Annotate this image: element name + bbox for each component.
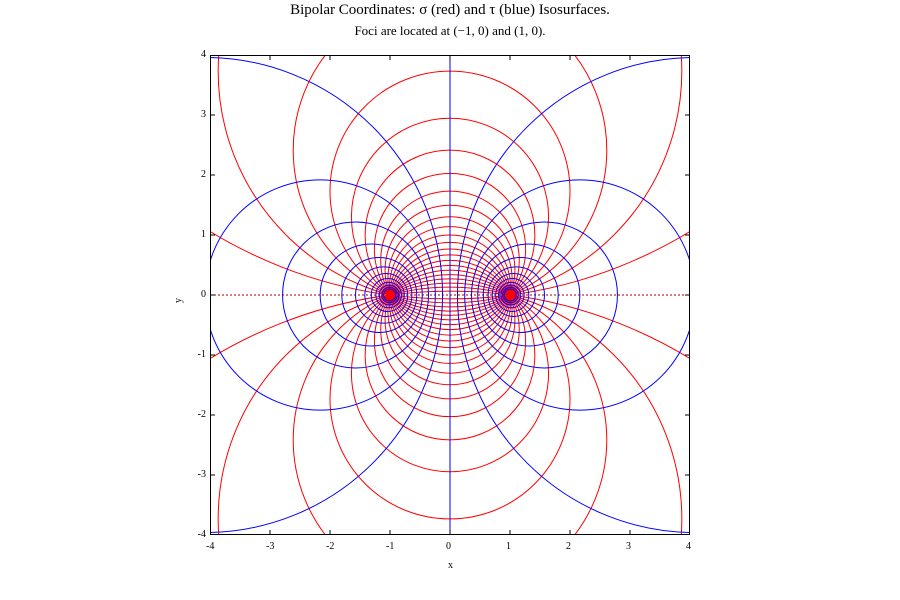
title-block: Bipolar Coordinates: σ (red) and τ (blue… [0, 2, 900, 39]
y-tick-label: 3 [192, 109, 206, 120]
x-tick-label: -3 [266, 541, 274, 552]
y-tick-label: -2 [192, 409, 206, 420]
chart-subtitle: Foci are located at (−1, 0) and (1, 0). [0, 23, 900, 39]
y-axis-label: y [173, 298, 184, 303]
chart-title: Bipolar Coordinates: σ (red) and τ (blue… [0, 2, 900, 19]
x-tick-label: -2 [326, 541, 334, 552]
x-tick-label: 4 [686, 541, 691, 552]
x-axis-label: x [448, 560, 453, 571]
y-tick-label: -3 [192, 469, 206, 480]
x-tick-label: 2 [566, 541, 571, 552]
plot-svg [210, 55, 690, 535]
x-tick-label: 0 [446, 541, 451, 552]
x-tick-label: 3 [626, 541, 631, 552]
x-tick-label: 1 [506, 541, 511, 552]
x-tick-label: -4 [206, 541, 214, 552]
y-tick-label: -4 [192, 529, 206, 540]
y-tick-label: 1 [192, 229, 206, 240]
x-tick-label: -1 [386, 541, 394, 552]
y-tick-label: 0 [192, 289, 206, 300]
figure-container: Bipolar Coordinates: σ (red) and τ (blue… [0, 0, 900, 600]
y-tick-label: -1 [192, 349, 206, 360]
y-tick-label: 4 [192, 49, 206, 60]
y-tick-label: 2 [192, 169, 206, 180]
plot-area [210, 55, 690, 535]
